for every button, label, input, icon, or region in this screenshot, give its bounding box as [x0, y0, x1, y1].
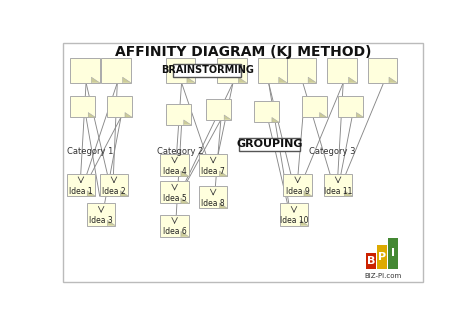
Polygon shape [279, 77, 287, 83]
Polygon shape [224, 115, 231, 120]
FancyBboxPatch shape [217, 58, 246, 83]
Text: BRAINSTORMING: BRAINSTORMING [161, 65, 254, 76]
Polygon shape [301, 220, 308, 226]
FancyBboxPatch shape [368, 58, 397, 83]
FancyBboxPatch shape [328, 58, 357, 83]
Text: Idea 6: Idea 6 [163, 228, 186, 236]
FancyBboxPatch shape [66, 174, 95, 196]
Polygon shape [308, 77, 316, 83]
FancyBboxPatch shape [280, 204, 308, 226]
Polygon shape [319, 113, 327, 117]
FancyBboxPatch shape [70, 58, 100, 83]
Text: Idea 11: Idea 11 [324, 187, 352, 196]
Polygon shape [184, 120, 191, 124]
Polygon shape [345, 191, 352, 196]
Polygon shape [348, 77, 357, 83]
Text: GROUPING: GROUPING [237, 139, 303, 149]
Text: BIZ-PI.com: BIZ-PI.com [364, 273, 401, 279]
Polygon shape [219, 171, 228, 176]
FancyBboxPatch shape [287, 58, 316, 83]
FancyBboxPatch shape [87, 204, 116, 226]
FancyBboxPatch shape [160, 181, 189, 204]
FancyBboxPatch shape [70, 96, 95, 117]
FancyBboxPatch shape [239, 138, 300, 150]
FancyBboxPatch shape [338, 96, 364, 117]
FancyBboxPatch shape [324, 174, 352, 196]
Text: Category 3: Category 3 [309, 147, 356, 156]
Polygon shape [187, 77, 195, 83]
Text: Idea 3: Idea 3 [89, 216, 113, 225]
FancyBboxPatch shape [63, 43, 423, 282]
Polygon shape [238, 77, 246, 83]
FancyBboxPatch shape [301, 96, 327, 117]
Polygon shape [389, 77, 397, 83]
Polygon shape [87, 191, 95, 196]
Polygon shape [181, 198, 189, 204]
FancyBboxPatch shape [160, 154, 189, 176]
FancyBboxPatch shape [166, 58, 195, 83]
FancyBboxPatch shape [283, 174, 312, 196]
FancyBboxPatch shape [199, 186, 228, 208]
Text: Idea 2: Idea 2 [102, 187, 126, 196]
Text: AFFINITY DIAGRAM (KJ METHOD): AFFINITY DIAGRAM (KJ METHOD) [115, 44, 371, 59]
Text: Category 2: Category 2 [156, 147, 203, 156]
Text: Idea 5: Idea 5 [163, 194, 186, 203]
FancyBboxPatch shape [166, 104, 191, 124]
Polygon shape [88, 113, 95, 117]
Polygon shape [304, 191, 312, 196]
Text: P: P [378, 252, 386, 262]
Polygon shape [181, 231, 189, 237]
FancyBboxPatch shape [206, 99, 231, 120]
Text: Idea 8: Idea 8 [201, 199, 225, 208]
Polygon shape [272, 117, 279, 122]
FancyBboxPatch shape [107, 96, 132, 117]
Text: Idea 7: Idea 7 [201, 167, 225, 176]
FancyBboxPatch shape [100, 174, 128, 196]
FancyBboxPatch shape [101, 58, 131, 83]
FancyBboxPatch shape [366, 253, 376, 269]
FancyBboxPatch shape [160, 215, 189, 237]
Polygon shape [125, 113, 132, 117]
Polygon shape [181, 171, 189, 176]
FancyBboxPatch shape [173, 64, 241, 76]
Text: Idea 1: Idea 1 [69, 187, 93, 196]
FancyBboxPatch shape [388, 238, 398, 269]
Polygon shape [123, 77, 131, 83]
FancyBboxPatch shape [377, 245, 387, 269]
Text: I: I [391, 248, 395, 258]
Polygon shape [108, 220, 116, 226]
Text: Category 1: Category 1 [67, 147, 114, 156]
Text: B: B [367, 256, 375, 266]
FancyBboxPatch shape [199, 154, 228, 176]
Polygon shape [356, 113, 364, 117]
FancyBboxPatch shape [258, 58, 287, 83]
Text: Idea 4: Idea 4 [163, 167, 186, 176]
Polygon shape [219, 203, 228, 208]
Polygon shape [120, 191, 128, 196]
FancyBboxPatch shape [254, 101, 279, 122]
Polygon shape [91, 77, 100, 83]
Text: Idea 9: Idea 9 [286, 187, 310, 196]
Text: Idea 10: Idea 10 [280, 216, 308, 225]
